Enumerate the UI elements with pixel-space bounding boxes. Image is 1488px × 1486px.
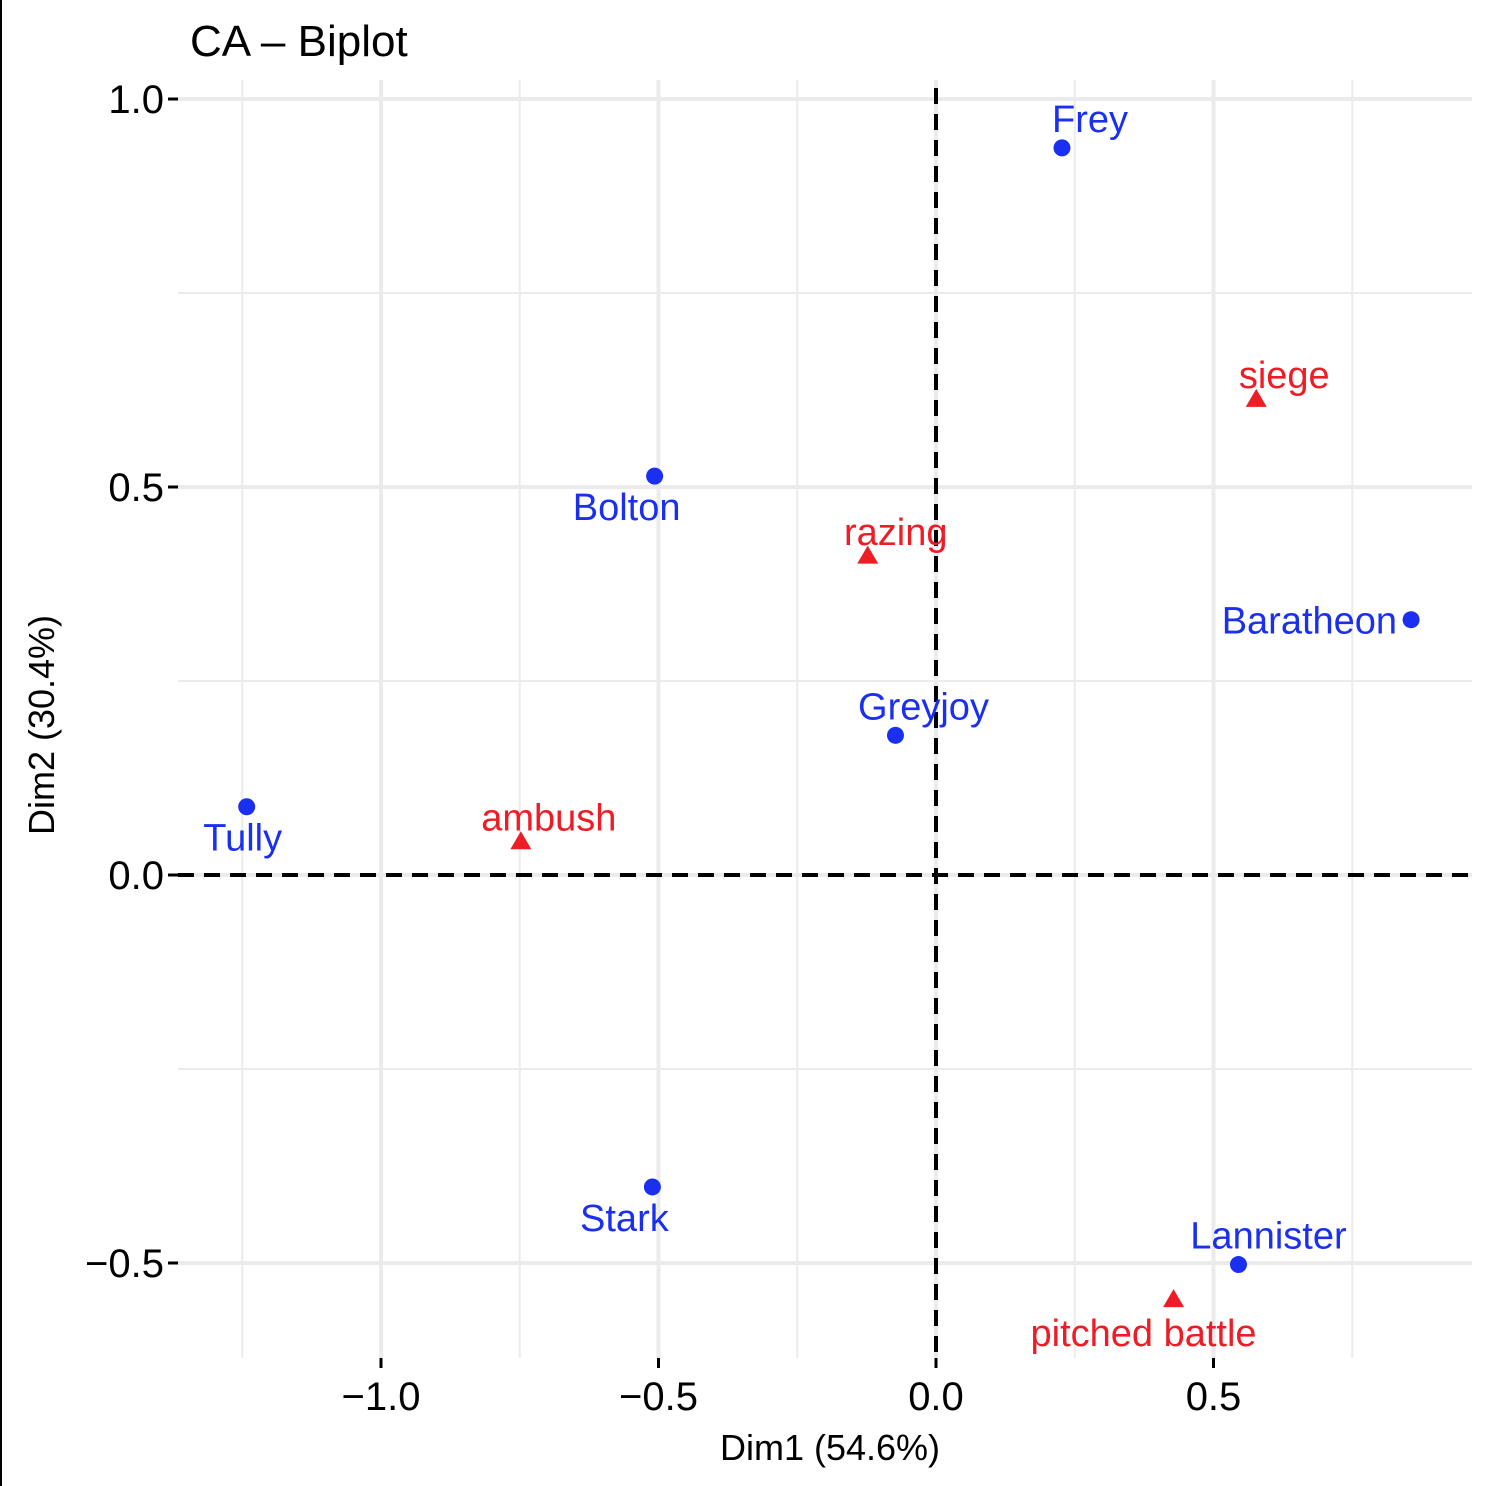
- y-tick-label: 1.0: [108, 78, 164, 122]
- point-label: Stark: [580, 1198, 670, 1240]
- point-marker: [643, 1178, 661, 1196]
- chart-title: CA – Biplot: [190, 17, 408, 66]
- point-marker: [1053, 139, 1071, 157]
- axes: −1.0 −0.5 0.0 0.5 1.0 0.5 0.0 −0.5: [85, 78, 1241, 1419]
- point-marker: [1402, 611, 1420, 629]
- x-tick-label: 0.0: [908, 1375, 964, 1419]
- point-marker: [1163, 1289, 1185, 1308]
- point-marker: [238, 798, 256, 816]
- point-label: pitched battle: [1031, 1313, 1257, 1355]
- point-marker: [510, 831, 532, 850]
- point-marker: [646, 467, 664, 485]
- data-points: Frey Bolton Baratheon Greyjoy Tully Stark Lann…: [203, 99, 1420, 1355]
- point-label: Bolton: [573, 487, 681, 529]
- grid-major: [178, 80, 1472, 1358]
- point-marker: [857, 545, 879, 564]
- point-marker: [886, 726, 904, 744]
- point-label: Tully: [203, 818, 282, 860]
- point-label: siege: [1239, 355, 1330, 397]
- reference-lines: [178, 88, 1472, 1358]
- x-tick-label: −0.5: [619, 1375, 698, 1419]
- point-label: Lannister: [1190, 1216, 1347, 1258]
- y-tick-label: 0.5: [108, 466, 164, 510]
- point-label: razing: [844, 512, 948, 554]
- x-axis-title: Dim1 (54.6%): [720, 1427, 940, 1468]
- y-axis-title: Dim2 (30.4%): [21, 615, 62, 835]
- grid-minor: [178, 80, 1472, 1358]
- y-tick-label: −0.5: [85, 1242, 164, 1286]
- point-marker: [1229, 1256, 1247, 1274]
- x-tick-label: −1.0: [342, 1375, 421, 1419]
- point-marker: [1245, 388, 1267, 407]
- x-tick-label: 0.5: [1186, 1375, 1242, 1419]
- point-label: Frey: [1052, 99, 1128, 141]
- point-label: Baratheon: [1222, 601, 1397, 643]
- y-tick-label: 0.0: [108, 854, 164, 898]
- point-label: ambush: [481, 797, 616, 839]
- point-label: Greyjoy: [858, 686, 989, 728]
